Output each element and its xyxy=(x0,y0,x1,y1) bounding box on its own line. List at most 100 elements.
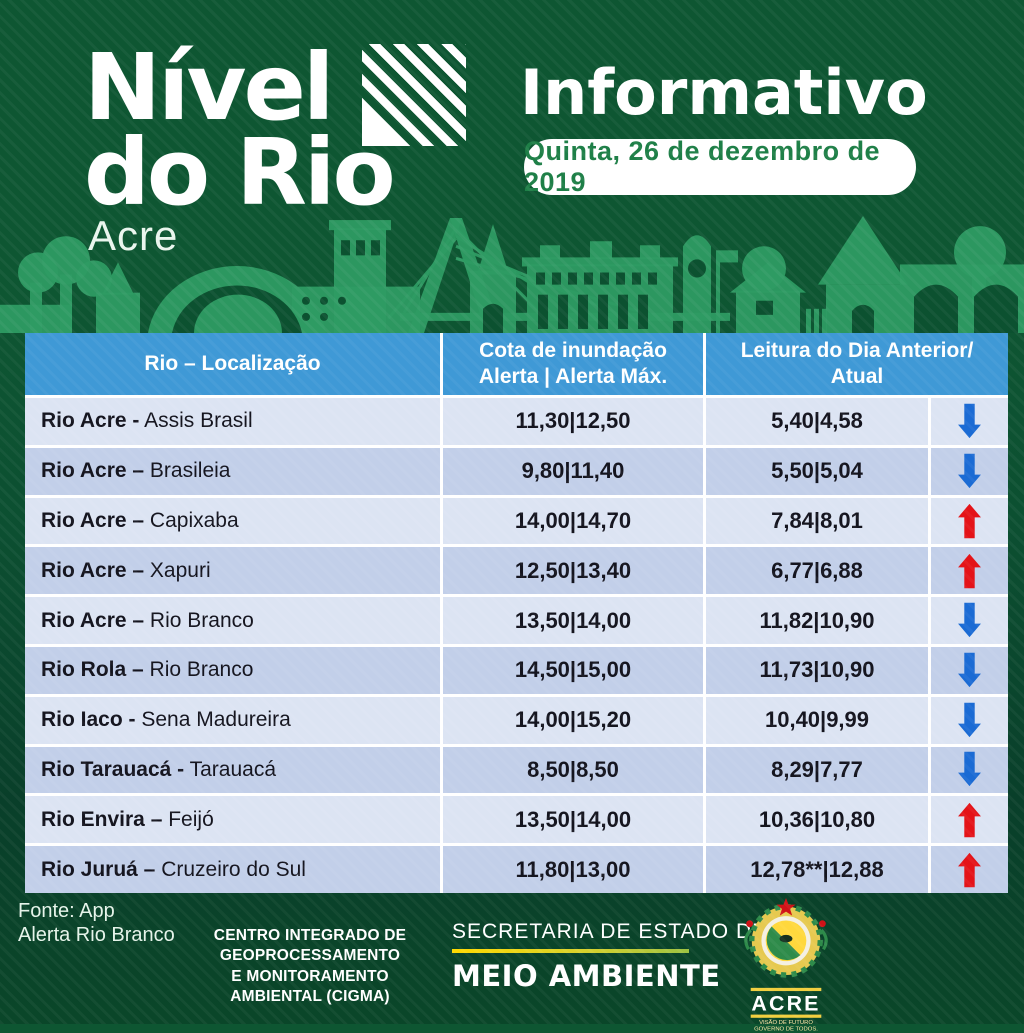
hatched-square-icon xyxy=(362,44,466,146)
river-level-table: Rio – Localização Cota de inundação Aler… xyxy=(25,333,1008,893)
table-row: Rio Acre – Rio Branco 13,50|14,00 11,82|… xyxy=(25,597,1008,644)
trend-down-arrow-icon xyxy=(958,702,981,737)
river-location: Rio Branco xyxy=(144,608,254,632)
trend-cell xyxy=(931,796,1008,844)
river-name: Rio Acre – xyxy=(41,508,145,532)
river-name: Rio Acre – xyxy=(41,608,145,632)
river-name: Rio Iaco - xyxy=(41,708,136,732)
header-col-rio-localizacao: Rio – Localização xyxy=(25,333,440,395)
trend-down-arrow-icon xyxy=(958,652,981,688)
page-title: Nível do Rio xyxy=(84,34,396,226)
cota-value: 9,80|11,40 xyxy=(443,447,703,495)
river-location: Cruzeiro do Sul xyxy=(155,857,306,881)
river-name: Rio Rola – xyxy=(41,658,144,682)
river-location-cell: Rio Acre – Brasileia xyxy=(25,447,440,495)
river-location: Assis Brasil xyxy=(139,409,253,433)
header-col-leitura: Leitura do Dia Anterior/ Atual xyxy=(706,333,1008,395)
trend-cell xyxy=(931,846,1008,893)
secretaria-top-label: SECRETARIA DE ESTADO DE xyxy=(452,920,768,943)
table-header-row: Rio – Localização Cota de inundação Aler… xyxy=(25,333,1008,395)
state-subtitle: Acre xyxy=(88,212,179,259)
river-location-cell: Rio Acre – Xapuri xyxy=(25,547,440,595)
cota-value: 11,80|13,00 xyxy=(443,846,703,893)
trend-down-arrow-icon xyxy=(958,752,981,787)
logo-caption1: VISÃO DE FUTURO xyxy=(759,1019,813,1026)
trend-cell xyxy=(931,746,1008,794)
table-row: Rio Iaco - Sena Madureira 14,00|15,20 10… xyxy=(25,696,1008,744)
table-row: Rio Acre - Assis Brasil 11,30|12,50 5,40… xyxy=(25,398,1008,445)
trend-cell xyxy=(931,696,1008,744)
leitura-value: 6,77|6,88 xyxy=(706,547,928,595)
leitura-value: 11,73|10,90 xyxy=(706,646,928,694)
leitura-value: 11,82|10,90 xyxy=(706,597,928,644)
source-label: Fonte: App Alerta Rio Branco xyxy=(18,900,175,946)
trend-cell xyxy=(931,597,1008,644)
city-skyline-illustration xyxy=(0,216,1024,333)
river-name: Rio Tarauacá - xyxy=(41,757,185,781)
river-location: Rio Branco xyxy=(143,658,254,682)
river-location-cell: Rio Rola – Rio Branco xyxy=(25,646,440,694)
date-pill: Quinta, 26 de dezembro de 2019 xyxy=(524,136,916,197)
trend-cell xyxy=(931,447,1008,495)
leitura-value: 5,50|5,04 xyxy=(706,447,928,495)
table-row: Rio Juruá – Cruzeiro do Sul 11,80|13,00 … xyxy=(25,846,1008,893)
river-location-cell: Rio Acre - Assis Brasil xyxy=(25,398,440,445)
date-label: Quinta, 26 de dezembro de 2019 xyxy=(524,136,881,197)
river-location-cell: Rio Juruá – Cruzeiro do Sul xyxy=(25,846,440,893)
cota-value: 8,50|8,50 xyxy=(443,746,703,794)
trend-cell xyxy=(931,497,1008,545)
river-location-cell: Rio Iaco - Sena Madureira xyxy=(25,696,440,744)
table-row: Rio Tarauacá - Tarauacá 8,50|8,50 8,29|7… xyxy=(25,746,1008,794)
river-name: Rio Acre – xyxy=(41,558,145,582)
table-row: Rio Acre – Xapuri 12,50|13,40 6,77|6,88 xyxy=(25,547,1008,595)
river-location: Sena Madureira xyxy=(135,708,291,732)
table-row: Rio Rola – Rio Branco 14,50|15,00 11,73|… xyxy=(25,646,1008,694)
trend-up-arrow-icon xyxy=(958,852,981,888)
cota-value: 14,00|14,70 xyxy=(443,497,703,545)
trend-up-arrow-icon xyxy=(958,803,981,838)
logo-caption2: GOVERNO DE TODOS. xyxy=(754,1027,818,1033)
leitura-value: 7,84|8,01 xyxy=(706,497,928,545)
acre-coat-of-arms: ACRE VISÃO DE FUTURO GOVERNO DE TODOS. xyxy=(744,898,828,1033)
trend-down-arrow-icon xyxy=(958,403,981,439)
river-location: Tarauacá xyxy=(184,757,277,781)
cota-value: 13,50|14,00 xyxy=(443,796,703,844)
logo-state-label: ACRE xyxy=(751,991,820,1015)
river-location: Brasileia xyxy=(144,459,231,483)
river-name: Rio Acre - xyxy=(41,409,140,433)
river-location: Feijó xyxy=(162,807,214,831)
yellow-divider xyxy=(452,949,689,953)
trend-down-arrow-icon xyxy=(958,453,981,488)
page-title-line1: Nível xyxy=(84,34,334,141)
river-location-cell: Rio Acre – Capixaba xyxy=(25,497,440,545)
river-name: Rio Envira – xyxy=(41,807,163,831)
informativo-title: Informativo xyxy=(520,56,928,129)
cota-value: 14,50|15,00 xyxy=(443,646,703,694)
trend-up-arrow-icon xyxy=(958,504,981,539)
trend-cell xyxy=(931,646,1008,694)
cota-value: 14,00|15,20 xyxy=(443,696,703,744)
header-col-cota-inundacao: Cota de inundação Alerta | Alerta Máx. xyxy=(443,333,703,395)
table-row: Rio Acre – Brasileia 9,80|11,40 5,50|5,0… xyxy=(25,447,1008,495)
trend-up-arrow-icon xyxy=(958,554,981,589)
trend-cell xyxy=(931,398,1008,445)
cota-value: 11,30|12,50 xyxy=(443,398,703,445)
trend-down-arrow-icon xyxy=(958,602,981,638)
river-location: Capixaba xyxy=(144,508,239,532)
river-location-cell: Rio Acre – Rio Branco xyxy=(25,597,440,644)
cota-value: 12,50|13,40 xyxy=(443,547,703,595)
river-name: Rio Juruá – xyxy=(41,857,156,881)
secretaria-label: SECRETARIA DE ESTADO DE MEIO AMBIENTE xyxy=(452,920,767,993)
river-location-cell: Rio Tarauacá - Tarauacá xyxy=(25,746,440,794)
river-location-cell: Rio Envira – Feijó xyxy=(25,796,440,844)
page-title-line2: do Rio xyxy=(84,118,396,226)
leitura-value: 10,40|9,99 xyxy=(706,696,928,744)
river-name: Rio Acre – xyxy=(41,459,145,483)
meio-ambiente-label: MEIO AMBIENTE xyxy=(452,959,721,993)
cigma-label: CENTRO INTEGRADO DE GEOPROCESSAMENTO E M… xyxy=(213,927,407,1006)
table-row: Rio Envira – Feijó 13,50|14,00 10,36|10,… xyxy=(25,796,1008,844)
cota-value: 13,50|14,00 xyxy=(443,597,703,644)
river-location: Xapuri xyxy=(144,558,211,582)
leitura-value: 10,36|10,80 xyxy=(706,796,928,844)
